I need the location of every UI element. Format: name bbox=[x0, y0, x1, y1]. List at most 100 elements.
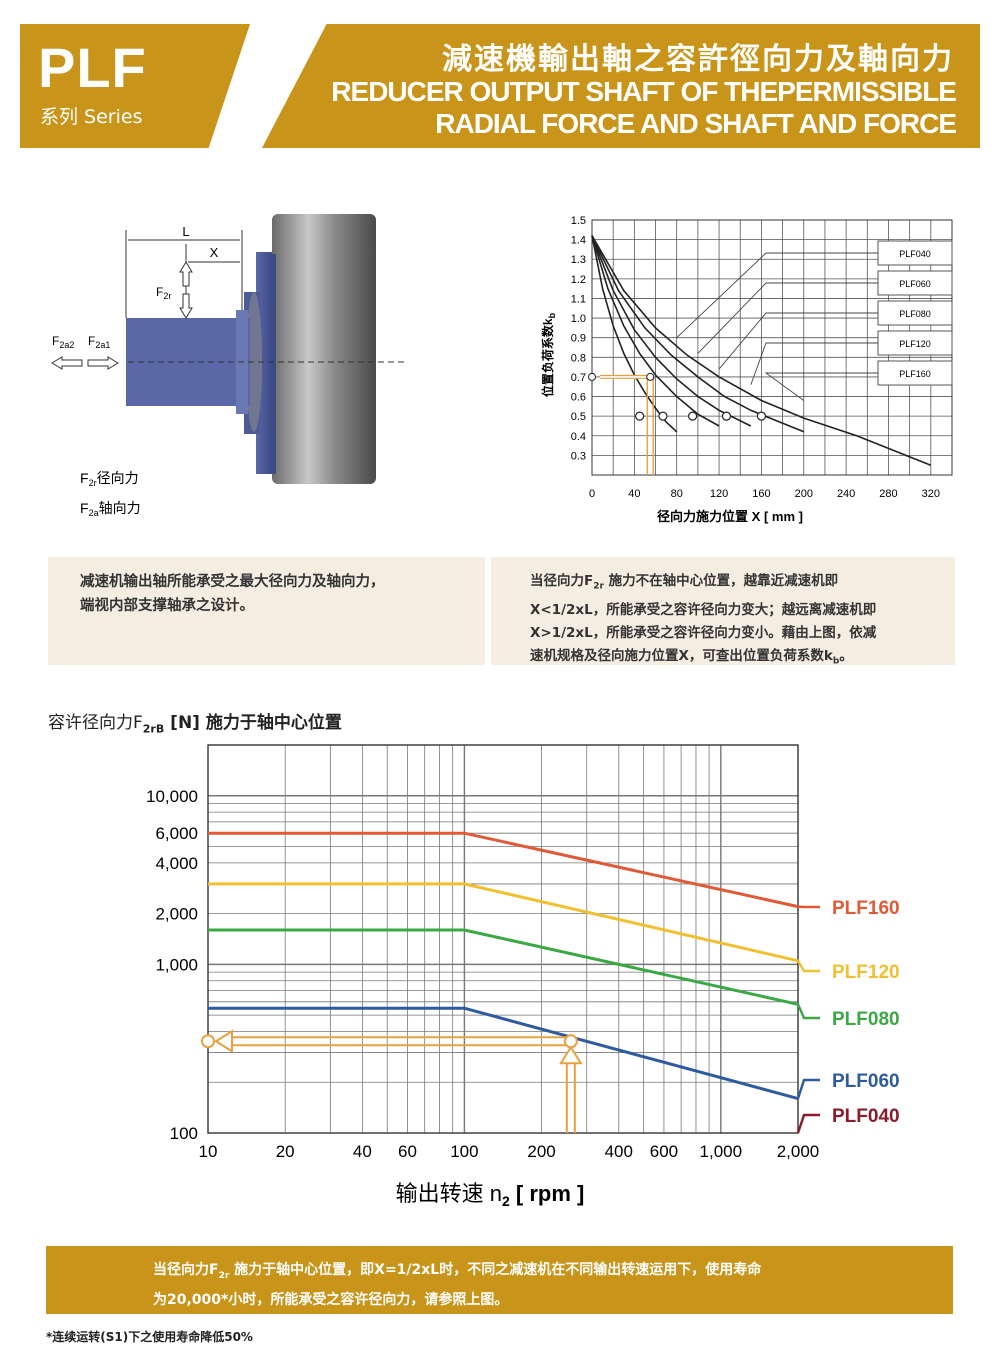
force-leader-plf120 bbox=[796, 960, 820, 973]
kb-chart: PLF040 PLF060 PLF080 PLF120 PLF160 0.3 0.4 0.5… bbox=[540, 215, 953, 524]
force-line-plf160 bbox=[208, 831, 799, 909]
kb-ytick: 0.4 bbox=[571, 431, 586, 443]
kb-ticks: 0.3 0.4 0.5 0.6 0.7 0.8 0.9 1.0 1.1 1.2 1.3 1.4 1.5 0… bbox=[571, 215, 940, 500]
info-right-line2: X<1/2xL，所能承受之容许径向力变大；越远离减速机即 bbox=[530, 601, 877, 618]
info-right-text: 当径向力F2r 施力不在轴中心位置，越靠近减速机即 X<1/2xL，所能承受之容… bbox=[530, 570, 876, 673]
kb-lookup-point bbox=[646, 372, 655, 381]
force-leader-plf080 bbox=[796, 1003, 820, 1020]
force-labels: PLF160 PLF120 PLF080 PLF060 PLF040 bbox=[796, 898, 900, 1134]
force-label-plf060: PLF060 bbox=[832, 1071, 900, 1092]
kb-xtick: 320 bbox=[922, 488, 940, 500]
force-ytick: 1,000 bbox=[155, 955, 198, 974]
force-ytick: 100 bbox=[170, 1124, 198, 1143]
kb-legend: PLF040 PLF060 PLF080 PLF120 PLF160 bbox=[676, 240, 953, 401]
kb-legend-leader bbox=[676, 252, 878, 339]
shaft-diagram: L X F2r F2a2 F2a1 F2r径向力 F2a轴向力 bbox=[51, 214, 404, 518]
kb-ytick: 0.6 bbox=[571, 392, 586, 404]
kb-xtick: 280 bbox=[879, 488, 897, 500]
kb-legend-label: PLF060 bbox=[899, 279, 931, 289]
kb-ytick: 1.5 bbox=[571, 215, 586, 227]
kb-xlabel: 径向力施力位置 X [ mm ] bbox=[657, 509, 803, 524]
force-xtick: 400 bbox=[605, 1142, 633, 1161]
kb-ylabel: 位置负荷系数kb bbox=[540, 312, 557, 397]
force-grid bbox=[207, 744, 799, 1134]
kb-legend-label: PLF160 bbox=[899, 369, 931, 379]
page-title-en-line2: RADIAL FORCE AND SHAFT AND FORCE bbox=[435, 108, 957, 139]
label-f2r: F2r bbox=[156, 285, 171, 301]
force-lookup-left bbox=[232, 1036, 571, 1047]
kb-ytick: 1.0 bbox=[571, 313, 586, 325]
kb-ytick: 1.4 bbox=[571, 235, 586, 247]
info-box-left bbox=[48, 557, 485, 665]
force-lookup-result bbox=[201, 1034, 215, 1049]
kb-example-point bbox=[658, 411, 668, 421]
force-xtick: 600 bbox=[650, 1142, 678, 1161]
header-left-band bbox=[20, 24, 250, 148]
kb-legend-label: PLF120 bbox=[899, 339, 931, 349]
legend-axial: F2a轴向力 bbox=[80, 500, 141, 518]
kb-xtick: 240 bbox=[837, 488, 855, 500]
info-right-line1: 当径向力F2r 施力不在轴中心位置，越靠近减速机即 bbox=[530, 573, 839, 592]
kb-curve-plf060 bbox=[591, 235, 720, 427]
series-label: 系列 Series bbox=[40, 106, 143, 128]
kb-ytick: 1.2 bbox=[571, 274, 586, 286]
header-right-band bbox=[262, 24, 980, 148]
footer-line1: 当径向力F2r 施力于轴中心位置，即X=1/2xL时，不同之减速机在不同输出转速… bbox=[153, 1262, 762, 1281]
info-left-line1: 减速机输出轴所能承受之最大径向力及轴向力， bbox=[80, 574, 385, 590]
axial-arrow-left bbox=[51, 356, 83, 370]
kb-legend-box bbox=[877, 240, 953, 266]
force-xtick: 10 bbox=[199, 1142, 218, 1161]
force-xtick: 200 bbox=[527, 1142, 555, 1161]
kb-ytick: 0.5 bbox=[571, 411, 586, 423]
kb-ytick: 0.3 bbox=[571, 450, 586, 462]
radial-arrow-up bbox=[179, 261, 193, 287]
info-left-text: 减速机输出轴所能承受之最大径向力及轴向力， 端视内部支撑轴承之设计。 bbox=[80, 570, 385, 618]
force-xtick: 1,000 bbox=[700, 1142, 743, 1161]
info-left-line2: 端视内部支撑轴承之设计。 bbox=[80, 598, 254, 614]
force-ytick: 10,000 bbox=[146, 787, 198, 806]
kb-curve-plf080 bbox=[591, 235, 752, 427]
force-xtick: 2,000 bbox=[777, 1142, 820, 1161]
kb-curve-plf160 bbox=[591, 235, 932, 466]
force-lookup-up bbox=[565, 1061, 576, 1133]
kb-legend-box bbox=[877, 270, 953, 296]
force-lines bbox=[201, 831, 799, 1133]
force-xtick: 60 bbox=[398, 1142, 417, 1161]
label-l: L bbox=[182, 224, 189, 239]
kb-xtick: 80 bbox=[671, 488, 683, 500]
kb-example-point bbox=[687, 411, 698, 421]
info-right-line4: 速机规格及径向施力位置X，可查出位置负荷系数kb。 bbox=[530, 647, 853, 667]
footer-text: 当径向力F2r 施力于轴中心位置，即X=1/2xL时，不同之减速机在不同输出转速… bbox=[153, 1258, 761, 1312]
force-frame bbox=[207, 744, 799, 1134]
page-title-cn: 減速機輸出軸之容許徑向力及軸向力 bbox=[442, 42, 954, 77]
kb-example-point bbox=[756, 411, 767, 421]
force-line-plf080 bbox=[208, 928, 799, 1006]
force-xtick: 100 bbox=[450, 1142, 478, 1161]
force-label-plf120: PLF120 bbox=[832, 962, 900, 983]
info-box-right bbox=[491, 557, 955, 665]
label-x: X bbox=[210, 245, 219, 260]
kb-xtick: 0 bbox=[589, 488, 595, 500]
kb-xtick: 120 bbox=[710, 488, 728, 500]
force-label-plf160: PLF160 bbox=[832, 898, 900, 919]
force-xlabel: 输出转速 n2 [ rpm ] bbox=[396, 1181, 585, 1209]
force-ytick: 4,000 bbox=[155, 854, 198, 873]
kb-legend-label: PLF080 bbox=[899, 309, 931, 319]
page-title-en-line1: REDUCER OUTPUT SHAFT OF THEPERMISSIBLE bbox=[331, 76, 957, 107]
gearbox-body bbox=[272, 214, 376, 484]
kb-ytick: 0.7 bbox=[571, 372, 586, 384]
legend-radial: F2r径向力 bbox=[80, 470, 139, 488]
kb-lookup-up bbox=[646, 376, 654, 475]
axial-arrow-right bbox=[87, 356, 119, 370]
kb-ytick: 0.9 bbox=[571, 333, 586, 345]
footer-line2: 为20,000*小时，所能承受之容许径向力，请参照上图。 bbox=[153, 1291, 509, 1308]
kb-ytick: 1.1 bbox=[571, 293, 586, 305]
label-f2a1: F2a1 bbox=[88, 334, 110, 350]
force-line-plf060 bbox=[208, 1006, 799, 1101]
kb-xtick: 40 bbox=[628, 488, 640, 500]
kb-example-point bbox=[721, 411, 732, 421]
force-lookup-uphead bbox=[559, 1045, 583, 1065]
force-label-plf080: PLF080 bbox=[832, 1009, 900, 1030]
force-xtick: 20 bbox=[276, 1142, 295, 1161]
